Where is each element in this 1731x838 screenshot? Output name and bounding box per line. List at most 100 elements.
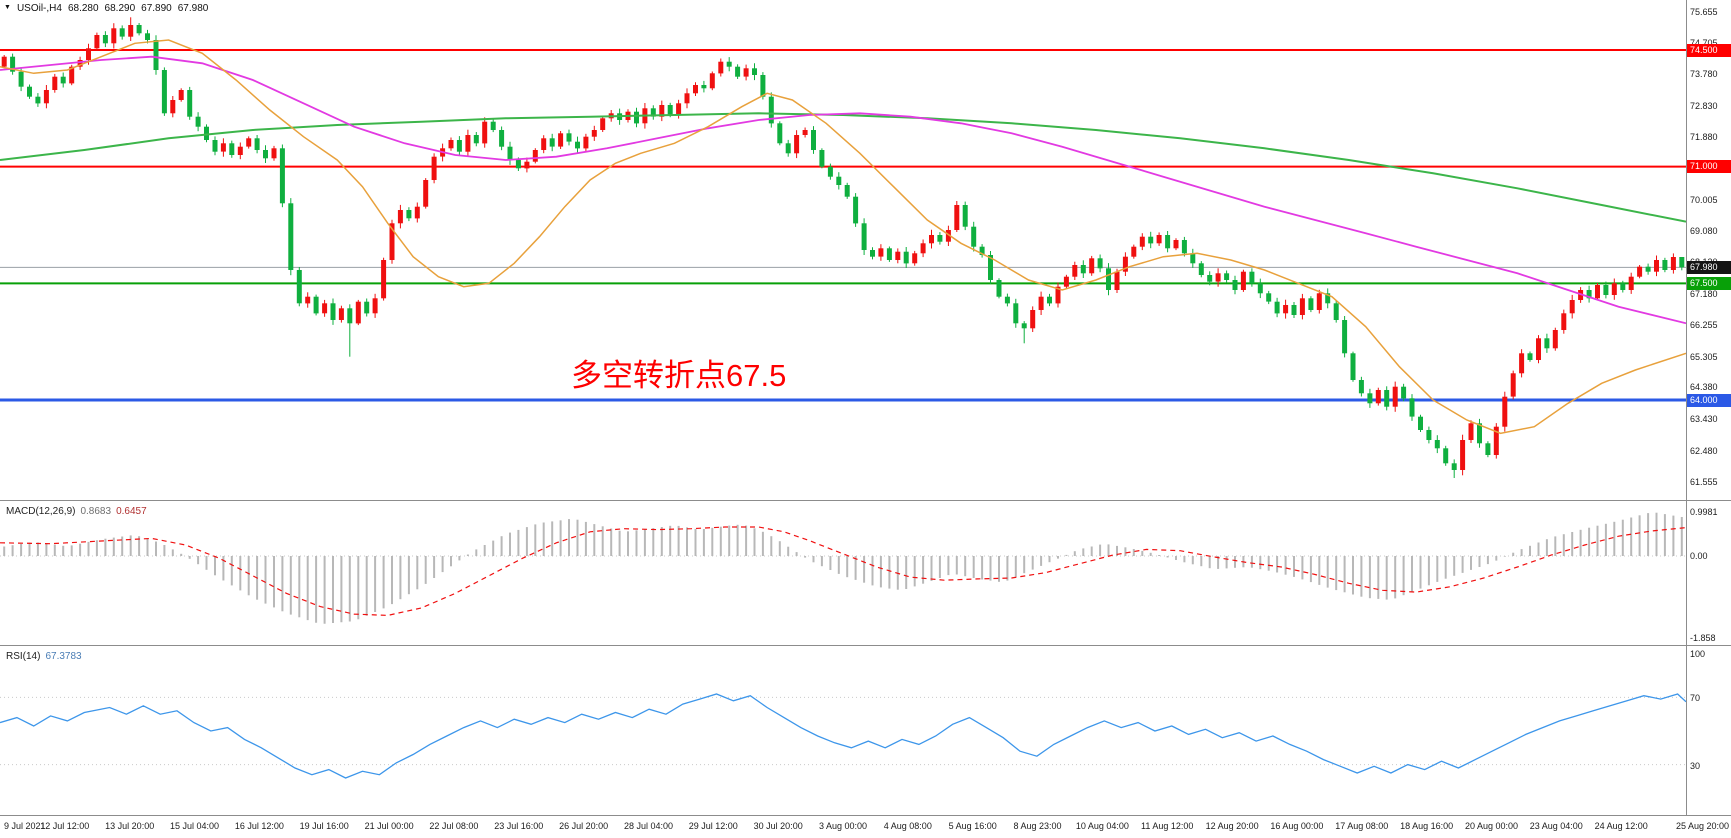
macd-signal-value: 0.6457 bbox=[116, 506, 147, 517]
candle-body bbox=[94, 35, 100, 49]
candle-body bbox=[77, 60, 83, 67]
candle-body bbox=[161, 70, 167, 114]
main-chart-panel[interactable]: ▼ USOil-,H4 68.280 68.290 67.890 67.980 多空转折点… bbox=[0, 0, 1686, 500]
candle-body bbox=[870, 250, 875, 257]
price-axis[interactable]: 75.65574.70573.78072.83071.88070.93070.0… bbox=[1687, 0, 1731, 838]
time-axis-label: 18 Aug 16:00 bbox=[1400, 821, 1454, 831]
price-tick-label: 65.305 bbox=[1690, 351, 1718, 362]
time-axis-label: 24 Aug 12:00 bbox=[1594, 821, 1648, 831]
candle-body bbox=[1072, 265, 1078, 277]
price-level-label: 74.500 bbox=[1687, 43, 1731, 57]
main-chart-canvas[interactable] bbox=[0, 0, 1686, 500]
rsi-name: RSI(14) bbox=[6, 651, 41, 662]
time-axis-label: 30 Jul 20:00 bbox=[753, 821, 803, 831]
candle-body bbox=[1106, 268, 1111, 290]
candle-body bbox=[575, 141, 580, 149]
candle-body bbox=[347, 308, 353, 324]
time-axis-label: 21 Jul 00:00 bbox=[364, 821, 414, 831]
candle-body bbox=[1468, 423, 1474, 440]
candle-body bbox=[827, 166, 833, 177]
macd-panel-canvas[interactable] bbox=[0, 502, 1686, 645]
candle-body bbox=[1173, 240, 1179, 249]
time-axis-label: 23 Jul 16:00 bbox=[494, 821, 544, 831]
candle-body bbox=[659, 105, 665, 117]
candle-body bbox=[979, 246, 985, 255]
candle-body bbox=[389, 223, 395, 260]
candle-body bbox=[1620, 283, 1626, 290]
ma-mid-line bbox=[0, 55, 1686, 325]
candle-body bbox=[1662, 260, 1668, 270]
candle-body bbox=[1477, 423, 1482, 444]
candle-body bbox=[1038, 296, 1044, 310]
candle-body bbox=[263, 150, 268, 159]
candle-body bbox=[1080, 265, 1086, 274]
time-axis[interactable]: 9 Jul 2021 12 Jul 12:00 13 Jul 20:00 15 Jul… bbox=[0, 816, 1731, 838]
candle-body bbox=[802, 130, 808, 135]
panel-separator[interactable] bbox=[0, 645, 1731, 646]
rsi-panel-canvas[interactable] bbox=[0, 647, 1686, 815]
candle-body bbox=[111, 28, 117, 44]
candle-body bbox=[1451, 463, 1457, 470]
candle-body bbox=[119, 28, 125, 37]
candle-body bbox=[903, 251, 909, 264]
candle-body bbox=[279, 148, 285, 204]
time-axis-label: 20 Aug 00:00 bbox=[1464, 821, 1519, 831]
candle-body bbox=[1131, 246, 1137, 257]
candle-body bbox=[237, 146, 243, 155]
candle-body bbox=[1021, 323, 1027, 329]
candle-body bbox=[1249, 271, 1255, 284]
candle-body bbox=[591, 130, 597, 137]
candle-body bbox=[1536, 338, 1541, 360]
candle-body bbox=[52, 76, 58, 90]
candle-body bbox=[288, 203, 294, 270]
candle-body bbox=[482, 121, 488, 144]
panel-separator[interactable] bbox=[0, 500, 1731, 501]
candle-body bbox=[1434, 440, 1440, 449]
rsi-scale-label: 30 bbox=[1690, 760, 1701, 771]
candle-body bbox=[431, 156, 437, 180]
price-level-label: 67.500 bbox=[1687, 276, 1731, 290]
candle-body bbox=[1401, 386, 1407, 399]
candle-body bbox=[701, 85, 707, 89]
time-axis-label: 26 Jul 20:00 bbox=[559, 821, 609, 831]
candle-body bbox=[1139, 236, 1145, 247]
candle-body bbox=[86, 48, 91, 60]
time-axis-label: 5 Aug 16:00 bbox=[948, 821, 997, 831]
panel-separator[interactable] bbox=[0, 815, 1731, 816]
candle-body bbox=[988, 255, 993, 280]
candle-body bbox=[1190, 253, 1196, 264]
candle-body bbox=[1207, 275, 1213, 282]
chart-marker-icon: ▼ bbox=[4, 4, 11, 11]
candle-body bbox=[423, 180, 429, 207]
time-axis-label: 29 Jul 12:00 bbox=[688, 821, 738, 831]
candle-body bbox=[1063, 276, 1069, 287]
candle-body bbox=[1375, 390, 1381, 404]
candle-body bbox=[1460, 440, 1466, 470]
candle-body bbox=[1679, 257, 1685, 268]
candle-body bbox=[254, 138, 260, 150]
price-level-label: 71.000 bbox=[1687, 160, 1731, 174]
time-axis-label: 9 Jul 2021 bbox=[4, 821, 46, 831]
rsi-scale-label: 100 bbox=[1690, 649, 1706, 659]
price-tick-label: 67.180 bbox=[1690, 289, 1718, 299]
price-tick-label: 64.380 bbox=[1690, 382, 1718, 393]
candle-body bbox=[456, 140, 462, 152]
candle-body bbox=[945, 230, 951, 242]
candle-body bbox=[844, 185, 850, 197]
candle-body bbox=[381, 260, 387, 299]
candle-body bbox=[1603, 285, 1609, 295]
price-tick-label: 74.705 bbox=[1690, 38, 1718, 48]
candle-body bbox=[667, 105, 673, 115]
candle-body bbox=[1291, 305, 1297, 315]
candle-body bbox=[1114, 271, 1120, 290]
candle-body bbox=[996, 280, 1002, 297]
time-axis-label: 4 Aug 08:00 bbox=[883, 821, 932, 831]
candle-body bbox=[1165, 235, 1171, 249]
candle-body bbox=[1325, 293, 1331, 304]
candle-body bbox=[1342, 320, 1348, 354]
candle-body bbox=[1628, 276, 1634, 290]
candle-body bbox=[1611, 283, 1617, 295]
candle-body bbox=[153, 40, 159, 70]
price-tick-label: 66.255 bbox=[1690, 319, 1718, 330]
candle-body bbox=[1561, 313, 1567, 330]
